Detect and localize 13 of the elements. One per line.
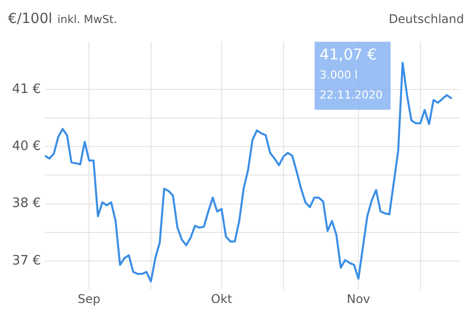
y-axis-title: €/100l bbox=[8, 11, 52, 27]
y-tick-label: 38 € bbox=[12, 196, 41, 212]
y-tick-label: 41 € bbox=[12, 82, 41, 97]
y-tick-label: 40 € bbox=[12, 139, 41, 154]
x-tick-label: Sep bbox=[78, 292, 100, 306]
annotation: 22.11.2020 bbox=[320, 88, 383, 102]
chart-subtitle: inkl. MwSt. bbox=[57, 13, 118, 26]
x-tick-label: Nov bbox=[346, 292, 370, 306]
annotation: 3.000 l bbox=[320, 68, 358, 82]
annotation: 41,07 € bbox=[320, 46, 377, 64]
y-tick-label: 37 € bbox=[12, 253, 41, 268]
x-tick-label: Okt bbox=[211, 292, 232, 306]
text: Deutschland bbox=[388, 12, 464, 26]
